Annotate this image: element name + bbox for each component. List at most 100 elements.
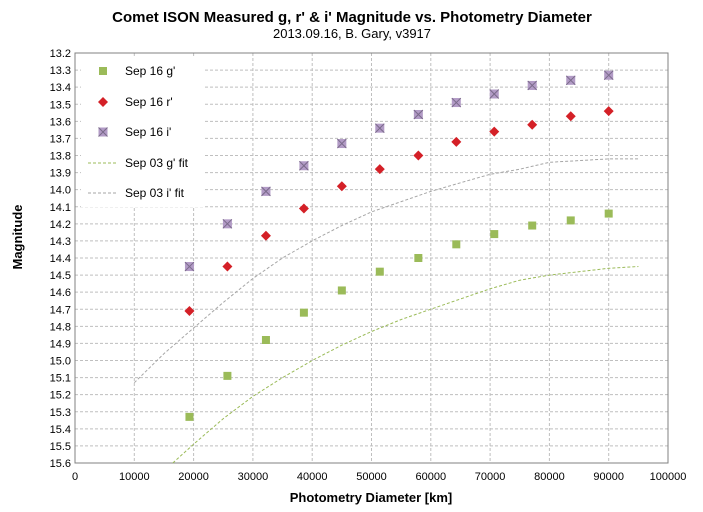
legend-swatch-0 <box>99 67 107 75</box>
y-tick-label: 14.5 <box>50 270 71 282</box>
legend-label-3: Sep 03 g' fit <box>125 156 189 170</box>
x-tick-label: 80000 <box>534 471 565 483</box>
y-tick-label: 14.4 <box>50 253 71 265</box>
data-point-s0-6 <box>414 254 423 262</box>
data-point-s2-3 <box>299 160 309 171</box>
marker-shape <box>565 111 576 122</box>
x-tick-label: 30000 <box>238 471 269 483</box>
y-tick-label: 15.2 <box>50 390 71 402</box>
y-tick-label: 15.6 <box>50 458 71 470</box>
y-tick-label: 15.5 <box>50 441 71 453</box>
data-point-s0-7 <box>452 240 461 249</box>
y-tick-label: 14.0 <box>50 185 71 197</box>
y-tick-label: 14.2 <box>50 219 71 231</box>
y-tick-label: 14.3 <box>50 236 71 248</box>
data-point-s1-9 <box>527 119 538 130</box>
marker-cross <box>374 123 385 134</box>
marker-shape <box>566 216 575 225</box>
marker-shape <box>223 371 232 380</box>
x-tick-label: 20000 <box>178 471 209 483</box>
data-point-s2-9 <box>527 80 538 91</box>
x-tick-label: 70000 <box>475 471 506 483</box>
marker-shape <box>298 203 309 214</box>
data-point-s2-1 <box>222 218 233 229</box>
marker-shape <box>260 230 271 241</box>
marker-cross <box>451 97 462 108</box>
x-axis-ticks: 0 10000 20000 30000 40000 50000 60000 70000 8000… <box>72 471 686 483</box>
data-point-s2-10 <box>565 75 576 86</box>
data-point-s1-11 <box>603 106 614 117</box>
y-tick-label: 13.5 <box>50 99 71 111</box>
data-point-s0-8 <box>490 230 499 239</box>
x-tick-label: 50000 <box>356 471 387 483</box>
marker-shape <box>336 181 347 192</box>
marker-shape <box>413 150 424 161</box>
data-point-s1-5 <box>374 164 385 175</box>
data-point-s0-10 <box>566 216 575 225</box>
y-tick-label: 14.6 <box>50 287 71 299</box>
data-point-s2-7 <box>451 97 462 108</box>
marker-cross <box>527 80 538 91</box>
data-point-s2-8 <box>489 89 500 99</box>
series-line-3 <box>172 266 639 464</box>
fit-lines <box>133 158 639 464</box>
marker-cross <box>565 75 576 86</box>
y-tick-label: 14.7 <box>50 304 71 316</box>
data-point-s0-5 <box>375 267 384 276</box>
data-point-s2-6 <box>413 109 424 120</box>
data-point-s2-5 <box>374 123 385 134</box>
data-point-s1-0 <box>184 305 195 316</box>
y-tick-label: 13.8 <box>50 151 71 163</box>
marker-shape <box>375 267 384 276</box>
marker-cross <box>603 70 614 81</box>
data-point-s1-10 <box>565 111 576 122</box>
legend: Sep 16 g' Sep 16 r' Sep 16 i' Sep 03 g' fit… <box>81 57 203 207</box>
chart-subtitle: 2013.09.16, B. Gary, v3917 <box>273 26 431 41</box>
data-markers <box>184 70 614 421</box>
data-point-s0-3 <box>299 308 308 317</box>
marker-cross <box>184 261 195 272</box>
data-point-s2-11 <box>603 70 614 81</box>
data-point-s2-2 <box>261 186 271 197</box>
marker-shape <box>337 286 346 295</box>
marker-shape <box>184 305 195 316</box>
y-tick-label: 15.4 <box>50 424 71 436</box>
marker-shape <box>490 230 499 239</box>
x-tick-label: 60000 <box>416 471 447 483</box>
marker-cross <box>489 89 500 99</box>
y-tick-label: 15.1 <box>50 373 71 385</box>
data-point-s1-4 <box>336 181 347 192</box>
marker-shape <box>451 136 462 147</box>
data-point-s0-0 <box>185 412 194 421</box>
marker-shape <box>604 209 613 218</box>
x-tick-label: 100000 <box>650 471 687 483</box>
marker-shape <box>452 240 461 249</box>
data-point-s1-8 <box>489 126 500 137</box>
x-tick-label: 40000 <box>297 471 328 483</box>
plot-area <box>74 52 669 464</box>
x-tick-label: 10000 <box>119 471 150 483</box>
y-tick-label: 14.8 <box>50 321 71 333</box>
data-point-s0-1 <box>223 371 232 380</box>
data-point-s2-4 <box>336 138 347 149</box>
y-tick-label: 13.7 <box>50 133 71 145</box>
marker-shape <box>603 106 614 117</box>
y-tick-label: 14.1 <box>50 202 71 214</box>
marker-shape <box>299 308 308 317</box>
y-axis-ticks: 13.2 13.3 13.4 13.5 13.6 13.7 13.8 13.9 14.0 14.1… <box>50 48 71 470</box>
marker-shape <box>528 221 537 230</box>
marker-shape <box>261 336 270 344</box>
y-tick-label: 15.0 <box>50 356 71 368</box>
marker-shape <box>527 119 538 130</box>
marker-shape <box>489 126 500 137</box>
grid <box>74 52 669 464</box>
data-point-s1-2 <box>260 230 271 241</box>
legend-swatch-1 <box>98 97 108 107</box>
marker-cross <box>336 138 347 149</box>
marker-shape <box>98 97 108 107</box>
legend-label-4: Sep 03 i' fit <box>125 186 185 200</box>
y-tick-label: 14.9 <box>50 338 71 350</box>
x-tick-label: 0 <box>72 471 78 483</box>
data-point-s0-11 <box>604 209 613 218</box>
legend-label-2: Sep 16 i' <box>125 125 171 139</box>
